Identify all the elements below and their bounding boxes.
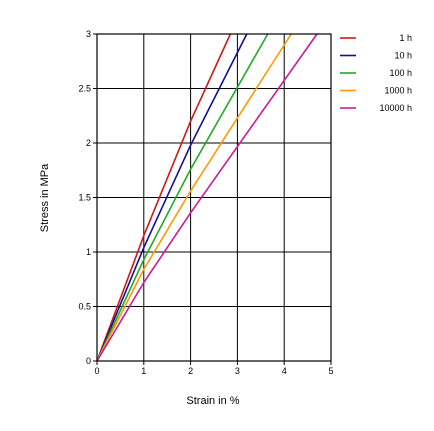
series-line-4 bbox=[96, 33, 318, 362]
x-tick-label-3: 3 bbox=[235, 366, 240, 376]
y-tick-label-6: 3 bbox=[86, 29, 91, 39]
y-axis-label: Stress in MPa bbox=[39, 163, 51, 232]
y-tick-label-0: 0 bbox=[86, 356, 91, 366]
x-tick-label-0: 0 bbox=[94, 366, 99, 376]
series-line-2 bbox=[96, 33, 269, 362]
x-axis-label: Strain in % bbox=[186, 395, 239, 407]
y-tick-label-3: 1.5 bbox=[78, 193, 91, 203]
legend: 1 h 10 h 100 h 1000 h 10000 h bbox=[340, 33, 412, 113]
x-tick-label-1: 1 bbox=[141, 366, 146, 376]
x-tick-label-5: 5 bbox=[328, 366, 333, 376]
y-tick-label-5: 2.5 bbox=[78, 84, 91, 94]
tick-labels: 0 1 2 3 4 5 0 0.5 1 1.5 2 2.5 3 bbox=[78, 29, 333, 376]
x-tick-label-4: 4 bbox=[282, 366, 287, 376]
series-lines bbox=[96, 33, 318, 362]
legend-label-1: 10 h bbox=[394, 51, 412, 61]
y-tick-label-4: 2 bbox=[86, 138, 91, 148]
legend-label-4: 10000 h bbox=[379, 103, 412, 113]
y-tick-label-2: 1 bbox=[86, 247, 91, 257]
series-line-0 bbox=[96, 33, 232, 362]
series-line-3 bbox=[96, 33, 292, 362]
legend-label-0: 1 h bbox=[399, 33, 412, 43]
grid bbox=[96, 33, 332, 362]
series-line-1 bbox=[96, 33, 248, 362]
y-tick-label-1: 0.5 bbox=[78, 302, 91, 312]
legend-label-2: 100 h bbox=[389, 68, 412, 78]
x-tick-label-2: 2 bbox=[188, 366, 193, 376]
legend-label-3: 1000 h bbox=[384, 86, 412, 96]
